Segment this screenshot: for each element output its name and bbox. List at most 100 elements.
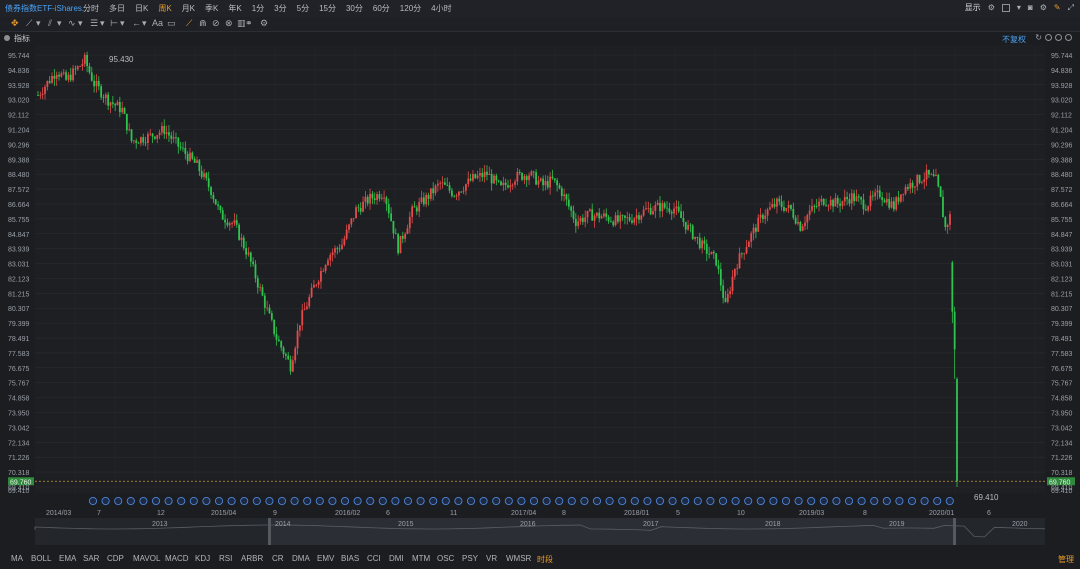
candle-body [259, 287, 262, 289]
indicator-tab-11[interactable]: DMA [292, 554, 310, 563]
checkbox-icon[interactable] [1001, 3, 1010, 12]
indicator-tab-8[interactable]: RSI [219, 554, 233, 563]
measure-tool-icon[interactable]: ⊢ [110, 18, 118, 28]
brush-icon[interactable]: ⟋ [186, 18, 193, 28]
price-chart[interactable]: 95.744 95.744 94.836 94.836 93.928 93.928 93.0… [0, 45, 1080, 545]
delete-icon[interactable]: ▥ [237, 18, 246, 28]
indicator-tab-17[interactable]: OSC [437, 554, 455, 563]
period-4[interactable]: 月K [181, 4, 196, 13]
candle-body [633, 218, 636, 223]
candle-body [39, 94, 42, 96]
hide-icon[interactable]: ⊗ [225, 18, 233, 28]
chevron-down-icon[interactable]: ▾ [120, 18, 125, 28]
period-11[interactable]: 30分 [345, 4, 363, 13]
y-tick-label-left: 93.020 [8, 98, 30, 105]
comment-icon[interactable]: ▭ [167, 18, 176, 28]
period-7[interactable]: 1分 [251, 4, 265, 13]
candle-body [694, 236, 696, 239]
zoom-in-icon[interactable] [1055, 34, 1062, 41]
pencil-icon[interactable]: ✎ [1053, 3, 1061, 12]
period-13[interactable]: 120分 [399, 4, 422, 13]
indicator-tab-21[interactable]: 时段 [537, 555, 553, 564]
settings-icon[interactable]: ⚙ [260, 18, 269, 28]
settings-icon[interactable]: ⚙ [1039, 3, 1047, 12]
indicator-tab-9[interactable]: ARBR [241, 554, 264, 563]
y-tick-label-left: 90.296 [8, 142, 30, 149]
indicator-tab-1[interactable]: BOLL [31, 554, 52, 563]
magnet-icon[interactable]: ⋒ [199, 18, 207, 28]
indicator-tab-4[interactable]: CDP [107, 554, 124, 563]
period-8[interactable]: 3分 [274, 4, 287, 13]
indicator-tab-16[interactable]: MTM [412, 554, 431, 563]
chevron-down-icon[interactable]: ▾ [36, 18, 41, 28]
indicator-tab-12[interactable]: EMV [317, 554, 335, 563]
chevron-down-icon[interactable]: ▾ [142, 18, 147, 28]
indicator-tab-6[interactable]: MACD [165, 554, 189, 563]
indicator-tab-10[interactable]: CR [272, 554, 284, 563]
candle-body [294, 348, 297, 361]
manage-button[interactable]: 管理 [1058, 555, 1074, 564]
wave-tool-icon[interactable]: ∿ [68, 18, 76, 28]
y-tick-label-left: 92.112 [8, 113, 29, 120]
event-marker-icon [655, 496, 665, 506]
settings-dot-icon[interactable] [4, 35, 10, 41]
overview-year-label: 2017 [643, 521, 659, 528]
period-6[interactable]: 年K [228, 4, 242, 13]
close-icon[interactable] [1065, 34, 1072, 41]
refresh-icon[interactable]: ↻ [1035, 33, 1042, 42]
chevron-down-icon[interactable]: ▾ [78, 18, 83, 28]
chevron-down-icon[interactable]: ▾ [1016, 3, 1021, 12]
indicator-tab-0[interactable]: MA [11, 554, 23, 563]
indicator-tab-15[interactable]: DMI [389, 554, 404, 563]
period-10[interactable]: 15分 [319, 4, 336, 13]
line-tool-icon[interactable]: ⟋ [26, 18, 33, 28]
period-3[interactable]: 周K [158, 4, 172, 13]
indicator-tab-19[interactable]: VR [486, 554, 498, 563]
period-1[interactable]: 多日 [109, 4, 125, 13]
display-menu[interactable]: 显示 [964, 3, 981, 12]
instrument-title[interactable]: 债券指数ETF-iShares... [5, 4, 89, 13]
y-tick-label-right: 91.204 [1051, 127, 1073, 134]
candle-body [895, 197, 898, 210]
crosshair-icon[interactable]: ✥ [11, 18, 19, 28]
period-2[interactable]: 日K [135, 4, 149, 13]
adjust-button[interactable]: 不复权 [1002, 35, 1026, 44]
period-9[interactable]: 5分 [296, 4, 310, 13]
candle-body [621, 215, 624, 217]
candle-body [591, 209, 594, 221]
indicator-tab-18[interactable]: PSY [462, 554, 479, 563]
chevron-down-icon[interactable]: ▾ [100, 18, 105, 28]
candle-body [83, 54, 86, 64]
candle-body [390, 213, 393, 221]
arrow-tool-icon[interactable]: ← [132, 18, 141, 28]
indicator-tab-20[interactable]: WMSR [506, 554, 532, 563]
period-14[interactable]: 4小时 [431, 4, 452, 13]
fib-tool-icon[interactable]: ☰ [90, 18, 99, 28]
channel-tool-icon[interactable]: ⫽ [48, 18, 53, 28]
indicator-tab-7[interactable]: KDJ [195, 554, 211, 563]
indicator-tab-14[interactable]: CCI [367, 554, 381, 563]
camera-icon[interactable]: ◙ [1027, 3, 1033, 12]
indicator-tab-13[interactable]: BIAS [341, 554, 360, 563]
candle-body [743, 253, 746, 255]
lock-icon[interactable]: ⊘ [212, 18, 220, 28]
indicator-tab-3[interactable]: SAR [83, 554, 100, 563]
candle-body [425, 195, 428, 205]
indicator-tab-2[interactable]: EMA [59, 554, 77, 563]
event-marker-icon [466, 496, 476, 506]
period-12[interactable]: 60分 [372, 4, 390, 13]
candle-body [139, 137, 142, 144]
event-marker-icon [517, 496, 526, 506]
indicator-tab-5[interactable]: MAVOL [133, 554, 161, 563]
period-0[interactable]: 分时 [83, 4, 99, 13]
candle-body [69, 74, 72, 81]
candle-body [511, 184, 514, 186]
fullscreen-icon[interactable]: ⤢ [1067, 2, 1074, 12]
period-5[interactable]: 季K [205, 4, 219, 13]
link-icon[interactable]: ⚭ [245, 18, 253, 28]
zoom-out-icon[interactable] [1045, 34, 1052, 41]
text-tool-icon[interactable]: Aa [152, 18, 164, 28]
candle-body [846, 196, 848, 200]
chevron-down-icon[interactable]: ▾ [57, 18, 62, 28]
gear-icon[interactable]: ⚙ [987, 3, 995, 12]
